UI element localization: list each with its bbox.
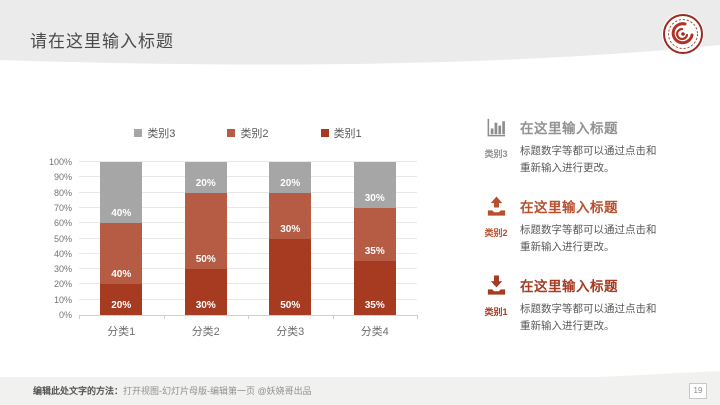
bar-segment-类别2-分类1[interactable]: 40% (100, 223, 143, 285)
y-axis-tick-label: 70% (53, 202, 72, 213)
y-axis-tick-label: 90% (53, 172, 72, 183)
item-body[interactable]: 标题数字等都可以通过点击和重新输入进行更改。 (520, 224, 657, 253)
bar-chart-icon (487, 118, 505, 137)
legend-swatch (320, 129, 329, 137)
school-seal-logo (662, 13, 704, 55)
item-body[interactable]: 标题数字等都可以通过点击和重新输入进行更改。 (520, 145, 657, 174)
bar-segment-类别1-分类3[interactable]: 50% (269, 238, 312, 315)
item-category-label: 类别2 (484, 228, 508, 238)
item-title[interactable]: 在这里输入标题 (520, 200, 618, 215)
x-axis-category-label: 分类2 (191, 326, 220, 338)
bar-segment-类别1-分类1[interactable]: 20% (100, 284, 143, 315)
legend-swatch (134, 129, 143, 137)
page-number: 19 (689, 383, 707, 399)
bar-segment-类别3-分类4[interactable]: 30% (353, 162, 396, 208)
gridline (79, 222, 417, 224)
gridline (79, 176, 417, 178)
y-axis-tick-label: 10% (53, 294, 72, 305)
y-axis-tick-label: 100% (48, 157, 72, 167)
footer-band (0, 371, 720, 405)
gridline (79, 283, 417, 285)
bar-segment-类别3-分类1[interactable]: 40% (100, 162, 143, 224)
footer-note-rest: 打开视图-幻灯片母版-编辑第一页 @妖娆哥出品 (123, 386, 312, 396)
item-title[interactable]: 在这里输入标题 (520, 121, 618, 136)
download-icon (487, 275, 505, 295)
upload-icon (487, 196, 505, 216)
legend-item-类别2: 类别2 (227, 125, 269, 141)
x-axis-category-label: 分类3 (276, 326, 305, 338)
chart-plot-area: 0% 10% 20% 30% 40% 50% 60% 70% 80% 90% 100% 20% 40% 4… (49, 157, 418, 320)
panel-item-category1[interactable]: 类别1 在这里输入标题 标题数字等都可以通过点击和重新输入进行更改。 (478, 274, 710, 335)
axis-tick-mark (332, 315, 334, 319)
y-axis-tick-label: 20% (53, 279, 72, 290)
chart-legend: 类别3 类别2 类别1 (79, 125, 417, 141)
data-label: 50% (195, 254, 216, 266)
footer-note-bold: 编辑此处文字的方法： (33, 386, 124, 396)
gridline (79, 237, 417, 239)
bar-segment-类别2-分类2[interactable]: 50% (184, 192, 227, 270)
item-category-label: 类别1 (484, 307, 508, 317)
gridline (79, 191, 417, 193)
y-axis-tick-label: 30% (53, 264, 72, 275)
page-title[interactable]: 请在这里输入标题 (30, 32, 174, 51)
panel-item-category2[interactable]: 类别2 在这里输入标题 标题数字等都可以通过点击和重新输入进行更改。 (478, 195, 710, 256)
footer-note: 编辑此处文字的方法：打开视图-幻灯片母版-编辑第一页 @妖娆哥出品 (33, 384, 312, 397)
data-label: 20% (111, 300, 132, 311)
bar-segment-类别3-分类2[interactable]: 20% (184, 162, 227, 193)
data-label: 30% (280, 223, 301, 235)
data-label: 50% (280, 300, 301, 311)
item-category-label: 类别3 (484, 149, 508, 159)
bar-segment-类别1-分类2[interactable]: 30% (184, 269, 227, 315)
data-label: 20% (280, 177, 301, 189)
gridline (79, 206, 417, 208)
y-axis-tick-label: 0% (58, 310, 72, 320)
data-label: 30% (195, 300, 216, 311)
panel-item-category3[interactable]: 类别3 在这里输入标题 标题数字等都可以通过点击和重新输入进行更改。 (478, 116, 710, 177)
bar-segment-类别3-分类3[interactable]: 20% (269, 162, 312, 193)
gridline (79, 298, 417, 300)
gridline (79, 252, 417, 254)
axis-tick-mark (163, 315, 165, 319)
data-label: 35% (364, 300, 385, 311)
legend-label: 类别1 (333, 128, 362, 140)
gridline (79, 161, 417, 162)
y-axis-tick-label: 40% (53, 248, 72, 259)
y-axis-tick-label: 50% (53, 233, 72, 244)
axis-tick-mark (79, 315, 80, 319)
axis-tick-mark (248, 315, 249, 319)
legend-item-类别3: 类别3 (134, 125, 175, 141)
gridline (79, 268, 417, 270)
legend-label: 类别2 (240, 128, 269, 140)
item-body[interactable]: 标题数字等都可以通过点击和重新输入进行更改。 (520, 303, 657, 332)
y-axis-tick-label: 80% (53, 187, 72, 198)
item-title[interactable]: 在这里输入标题 (520, 279, 618, 294)
chart-category-axis: 分类1 分类2 分类3 分类4 (79, 323, 417, 339)
data-label: 40% (111, 208, 132, 220)
x-axis-category-label: 分类4 (360, 326, 389, 338)
data-label: 20% (195, 177, 216, 189)
data-label: 30% (364, 192, 385, 204)
y-axis-tick-label: 60% (53, 218, 72, 229)
header-band (0, 0, 720, 65)
bar-segment-类别1-分类4[interactable]: 35% (353, 261, 396, 315)
x-axis-category-label: 分类1 (107, 326, 136, 338)
axis-tick-mark (417, 315, 418, 319)
legend-swatch (227, 129, 236, 137)
data-label: 40% (111, 269, 132, 281)
legend-label: 类别3 (147, 128, 176, 140)
bar-segment-类别2-分类3[interactable]: 30% (269, 192, 312, 239)
data-label: 35% (364, 246, 385, 258)
legend-item-类别1: 类别1 (320, 125, 362, 141)
bar-segment-类别2-分类4[interactable]: 35% (353, 207, 396, 262)
